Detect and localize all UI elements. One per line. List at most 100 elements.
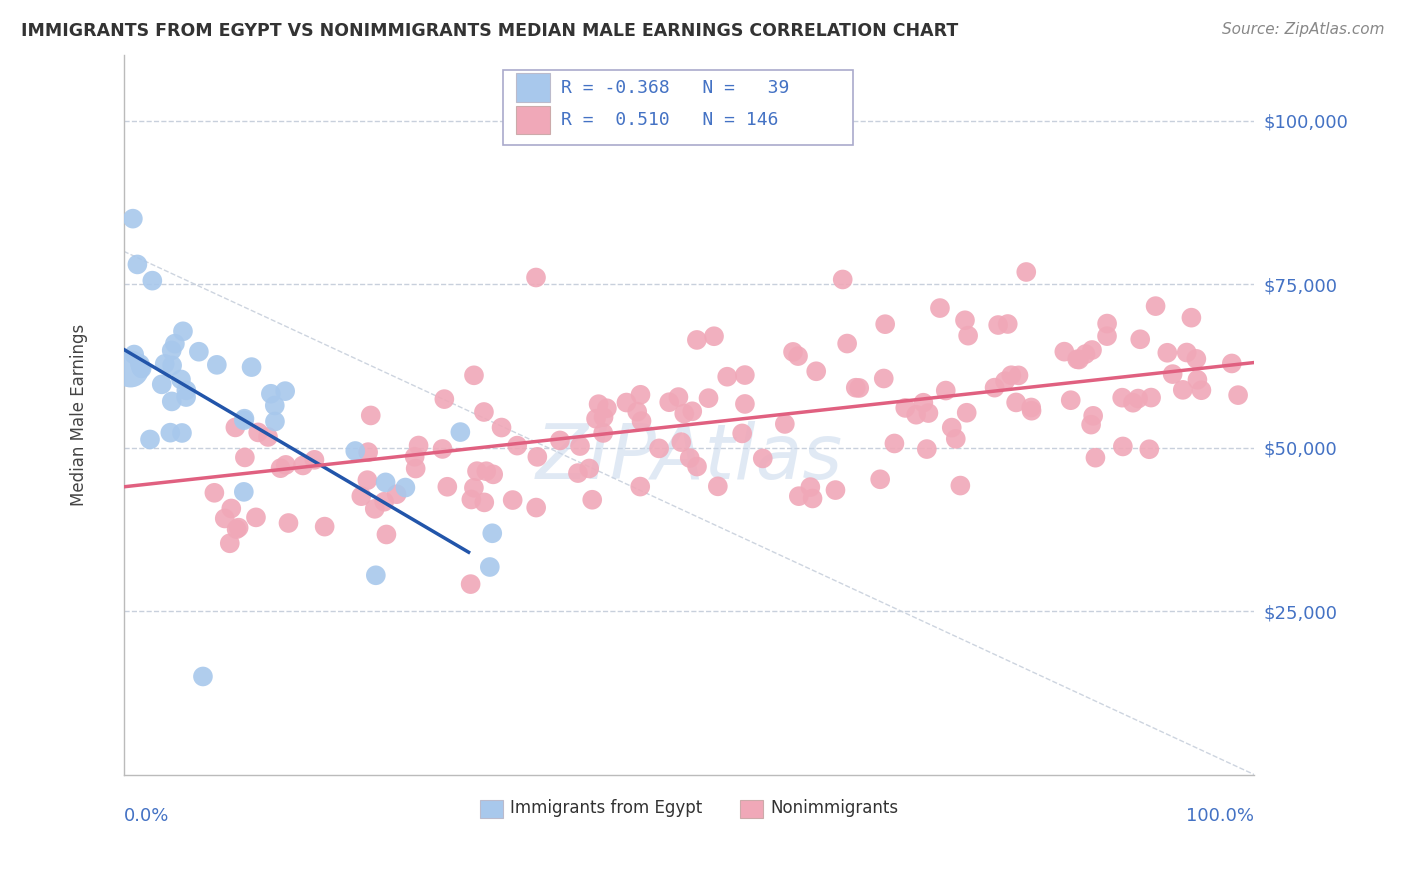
Point <box>153 357 176 371</box>
Bar <box>516 105 550 135</box>
Point <box>502 493 524 508</box>
Point <box>1007 368 1029 383</box>
Point <box>224 420 246 434</box>
Point <box>260 386 283 401</box>
Point <box>1021 403 1043 417</box>
Point <box>1122 395 1144 409</box>
Point <box>385 487 408 501</box>
Point <box>170 425 193 440</box>
Point <box>433 392 456 406</box>
Point <box>491 420 513 434</box>
Point <box>592 410 614 425</box>
Point <box>671 435 693 450</box>
Point <box>478 560 501 574</box>
Point <box>997 317 1019 331</box>
Point <box>160 394 183 409</box>
Point <box>945 432 967 446</box>
Text: ZIPAtlas: ZIPAtlas <box>536 421 842 495</box>
Point <box>953 313 976 327</box>
Point <box>191 669 214 683</box>
Point <box>845 381 868 395</box>
Point <box>668 390 690 404</box>
Point <box>233 411 256 425</box>
Point <box>174 390 197 404</box>
Point <box>799 480 821 494</box>
Point <box>219 501 242 516</box>
Point <box>245 510 267 524</box>
Point <box>681 404 703 418</box>
Point <box>548 434 571 448</box>
Point <box>163 336 186 351</box>
Point <box>716 369 738 384</box>
Point <box>581 492 603 507</box>
Point <box>139 433 162 447</box>
Point <box>806 364 828 378</box>
Point <box>941 420 963 434</box>
Point <box>460 492 482 507</box>
Point <box>170 372 193 386</box>
Point <box>1175 345 1198 359</box>
Text: Source: ZipAtlas.com: Source: ZipAtlas.com <box>1222 22 1385 37</box>
Point <box>686 459 709 474</box>
Point <box>957 328 980 343</box>
Point <box>929 301 952 315</box>
Point <box>524 500 547 515</box>
Point <box>160 343 183 358</box>
Point <box>1053 344 1076 359</box>
Point <box>472 405 495 419</box>
Point <box>1185 351 1208 366</box>
Point <box>994 374 1017 388</box>
Point <box>364 568 387 582</box>
Point <box>274 458 297 472</box>
Point <box>585 411 607 425</box>
Text: Nonimmigrants: Nonimmigrants <box>770 799 898 817</box>
Point <box>129 360 152 375</box>
Point <box>734 397 756 411</box>
Point <box>731 426 754 441</box>
Point <box>263 399 285 413</box>
Point <box>122 347 145 361</box>
Point <box>628 480 651 494</box>
Text: IMMIGRANTS FROM EGYPT VS NONIMMIGRANTS MEDIAN MALE EARNINGS CORRELATION CHART: IMMIGRANTS FROM EGYPT VS NONIMMIGRANTS M… <box>21 22 959 40</box>
Point <box>734 368 756 382</box>
Point <box>883 436 905 450</box>
Point <box>240 360 263 375</box>
Point <box>291 458 314 473</box>
Point <box>1156 345 1178 359</box>
Point <box>225 522 247 536</box>
Point <box>935 384 957 398</box>
Point <box>679 450 702 465</box>
Point <box>472 495 495 509</box>
Point <box>205 358 228 372</box>
Point <box>697 391 720 405</box>
Point <box>782 345 804 359</box>
Point <box>228 521 250 535</box>
Point <box>232 484 254 499</box>
Point <box>588 397 610 411</box>
Point <box>837 336 859 351</box>
Point <box>875 317 897 331</box>
Point <box>141 274 163 288</box>
Point <box>128 357 150 371</box>
Point <box>616 395 638 409</box>
Point <box>1000 368 1022 383</box>
Point <box>1005 395 1028 409</box>
Point <box>257 430 280 444</box>
Point <box>1019 401 1042 415</box>
Text: Median Male Earnings: Median Male Earnings <box>70 324 87 506</box>
Point <box>1220 356 1243 370</box>
Point <box>912 395 935 409</box>
Point <box>1140 391 1163 405</box>
Point <box>1129 332 1152 346</box>
Point <box>686 333 709 347</box>
Point <box>1084 450 1107 465</box>
Point <box>1066 352 1088 367</box>
Point <box>408 438 430 452</box>
Point <box>894 401 917 415</box>
Point <box>506 439 529 453</box>
Point <box>592 425 614 440</box>
Point <box>150 377 173 392</box>
Point <box>658 395 681 409</box>
Point <box>905 408 928 422</box>
Text: R =  0.510   N = 146: R = 0.510 N = 146 <box>561 111 779 128</box>
